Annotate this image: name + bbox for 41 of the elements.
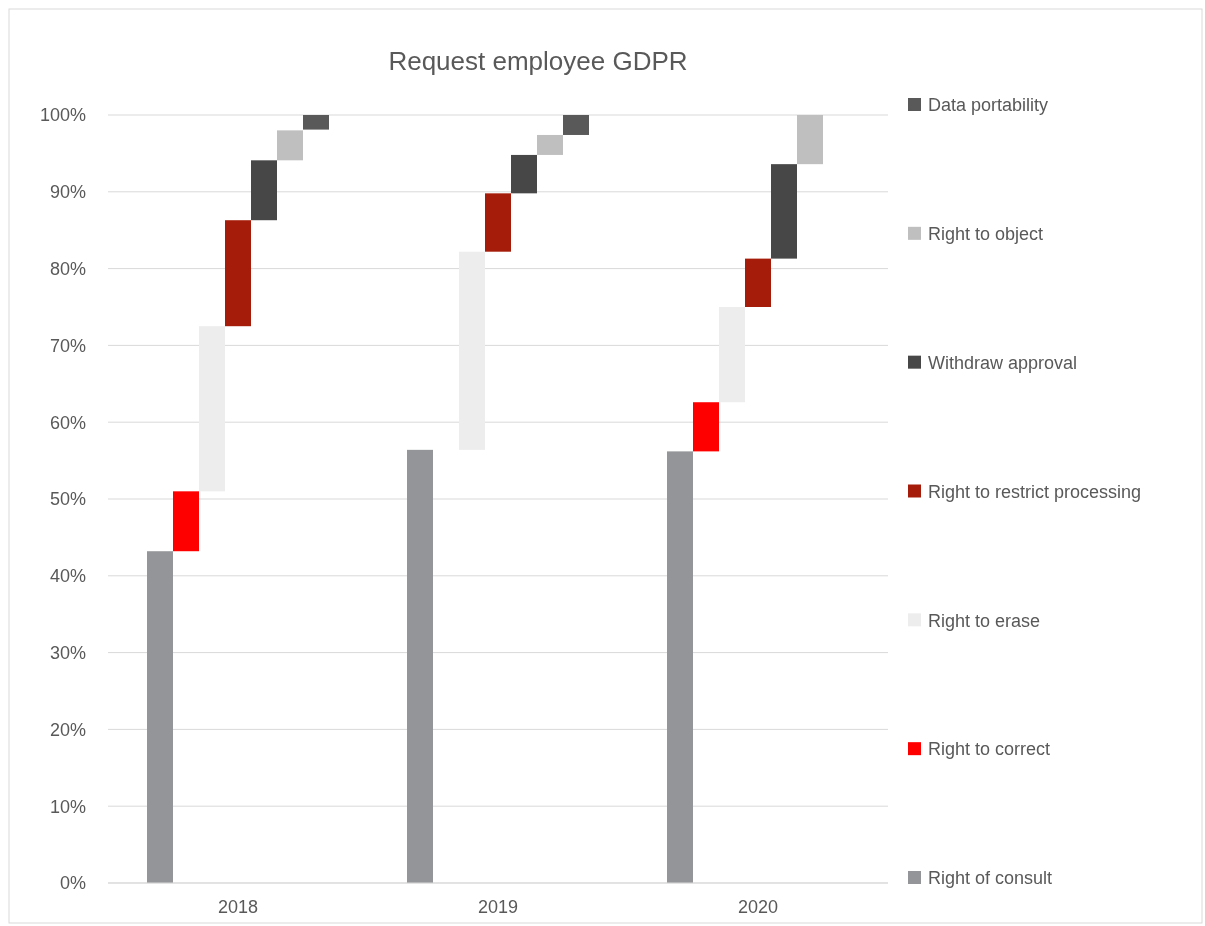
bar [667,451,693,883]
bar [693,402,719,452]
bar [303,115,329,130]
bar [537,134,563,155]
x-tick-label: 2018 [217,897,259,917]
legend-label: Right to erase [928,610,1041,631]
y-tick-label: 100% [39,105,86,126]
bar [277,130,303,161]
y-tick-label: 30% [49,642,86,663]
x-tick-label: 2019 [477,897,519,917]
legend-label: Data portability [928,95,1049,116]
bar [147,551,173,883]
legend-label: Right to correct [928,739,1051,760]
bar [745,258,771,307]
y-tick-label: 40% [49,566,86,587]
y-tick-label: 60% [49,412,86,433]
bar [719,307,745,403]
legend-label: Right of consult [928,868,1053,889]
y-tick-label: 90% [49,182,86,203]
bar [173,491,199,552]
y-tick-label: 20% [49,719,86,740]
bar [407,449,433,883]
x-tick-label: 2020 [737,897,779,917]
bar [225,220,251,327]
bar [459,251,485,450]
bar [563,115,589,135]
bar [511,154,537,194]
y-tick-label: 70% [49,335,86,356]
y-tick-label: 50% [49,489,86,510]
legend-label: Withdraw approval [928,352,1078,373]
bar [797,115,823,165]
y-tick-label: 80% [49,258,86,279]
bar [485,193,511,252]
bar [251,160,277,221]
y-tick-label: 10% [49,796,86,817]
chart-title: Request employee GDPR [388,46,688,76]
legend-label: Right to restrict processing [928,481,1142,502]
bar [199,326,225,492]
bar [771,164,797,259]
y-tick-label: 0% [59,873,86,894]
legend-label: Right to object [928,224,1044,245]
